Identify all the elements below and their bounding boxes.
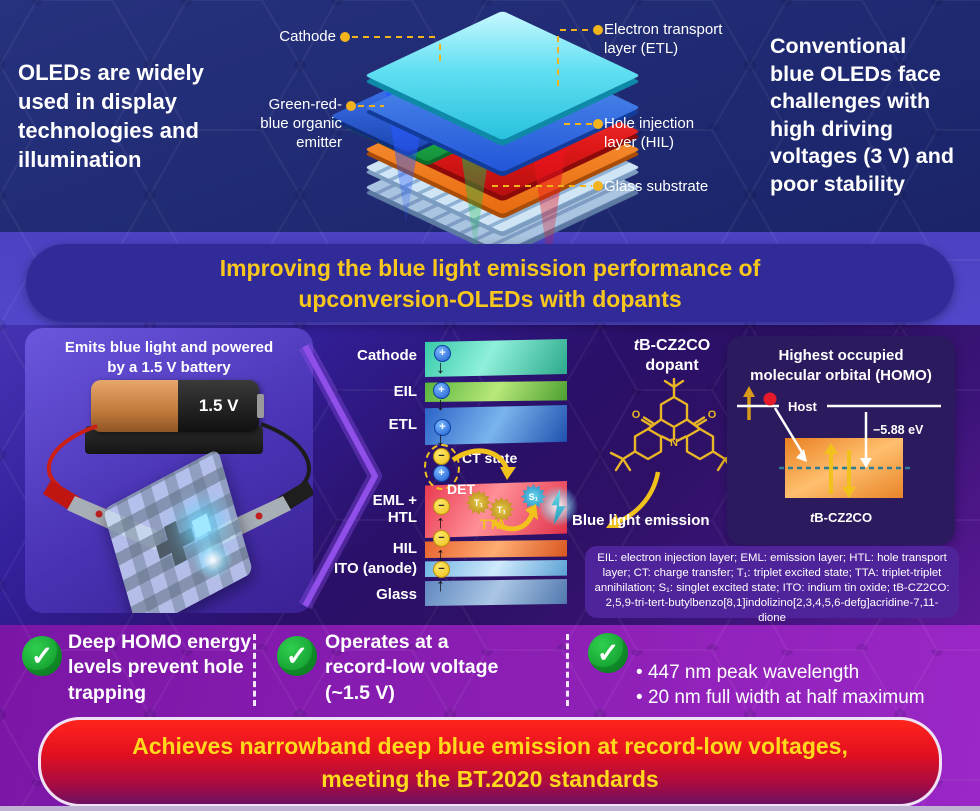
up-arrow-icon: ↑	[436, 544, 445, 564]
label-hil: Hole injection layer (HIL)	[604, 115, 695, 151]
benefit-1: Deep HOMO energy levels prevent hole tra…	[68, 631, 252, 704]
ct-state-ellipse	[424, 444, 460, 490]
stack-label-hil: HIL	[392, 540, 417, 557]
up-arrow-icon: ↑	[436, 575, 445, 595]
headline-right: Conventional blue OLEDs face challenges …	[770, 34, 954, 196]
homo-panel: Highest occupied molecular orbital (HOMO…	[727, 336, 955, 545]
title-banner: Improving the blue light emission perfor…	[26, 244, 954, 322]
top-connector-lines	[340, 25, 603, 191]
chevron-arrow	[298, 342, 382, 610]
headline-left: OLEDs are widely used in display technol…	[18, 60, 204, 173]
homo-molecule-label: tB-CZ2CO	[809, 510, 873, 525]
dopant-title: tB-CZ2CO dopant	[598, 336, 746, 376]
red-wire	[46, 424, 98, 488]
electron-plus-icon: +	[433, 465, 450, 482]
black-wire	[260, 422, 311, 488]
benefit-3-bullet-2: 20 nm full width at half maximum	[636, 687, 966, 709]
down-arrow-icon: ↓	[436, 357, 445, 377]
battery-copper-half	[91, 380, 179, 432]
benefit-3-bullet-1: 447 nm peak wavelength	[636, 662, 966, 684]
stack-label-cathode: Cathode	[357, 347, 417, 364]
det-label: DET	[447, 481, 475, 497]
svg-text:O: O	[632, 409, 641, 421]
label-cathode: Cathode	[279, 28, 336, 45]
battery-black-half: 1.5 V	[178, 380, 259, 432]
exciton-arrows	[451, 448, 538, 532]
label-glass-substrate: Glass substrate	[604, 178, 709, 195]
emission-arrow	[606, 471, 661, 528]
host-label: Host	[788, 399, 818, 414]
down-arrow-icon: ↓	[436, 394, 445, 414]
battery-voltage-label: 1.5 V	[198, 396, 239, 415]
dopant-word: dopant	[645, 357, 699, 374]
battery: 1.5 V	[91, 380, 259, 432]
bottom-edge-strip	[0, 806, 980, 811]
hole-dot	[763, 392, 777, 406]
check-icon	[277, 636, 317, 676]
hole-minus-icon: −	[433, 498, 450, 515]
stack-label-glass: Glass	[376, 586, 417, 603]
footer-banner: Achieves narrowband deep blue emission a…	[38, 717, 942, 807]
label-etl: Electron transport layer (ETL)	[604, 21, 723, 57]
benefit-2: Operates at a record-low voltage (~1.5 V…	[325, 631, 499, 704]
layer-glass	[425, 579, 567, 606]
abbreviations-text: EIL: electron injection layer; EML: emis…	[594, 552, 950, 625]
homo-diagram: Host −5.88 eV	[737, 386, 941, 498]
layer-ito	[425, 560, 567, 577]
label-emitter: Green-red- blue organic emitter	[260, 96, 342, 151]
up-arrow-icon: ↑	[436, 512, 445, 532]
light-flare	[193, 540, 233, 580]
stack-label-etl: ETL	[388, 416, 417, 433]
hole-minus-icon: −	[433, 448, 450, 465]
check-icon	[22, 636, 62, 676]
battery-cap	[257, 394, 264, 418]
svg-text:O: O	[708, 409, 717, 421]
title-banner-text: Improving the blue light emission perfor…	[219, 255, 761, 313]
homo-energy-label: −5.88 eV	[873, 423, 924, 437]
hole-minus-icon: −	[433, 530, 450, 547]
stack-label-eml-htl: EML + HTL	[372, 492, 417, 527]
divider-dashed	[566, 634, 569, 706]
check-icon	[588, 633, 628, 673]
device-panel: Emits blue light and powered by a 1.5 V …	[25, 328, 313, 613]
layer-hil	[425, 540, 567, 558]
layer-eil	[425, 381, 567, 402]
stack-label-ito: ITO (anode)	[333, 560, 417, 577]
divider-dashed	[253, 634, 256, 706]
electron-plus-icon: +	[433, 382, 450, 399]
down-arrow-icon: ↓	[436, 429, 445, 449]
stack-label-eil: EIL	[393, 383, 417, 400]
dopant-name-italic-t: t	[633, 337, 640, 354]
footer-banner-text: Achieves narrowband deep blue emission a…	[132, 733, 848, 793]
svg-text:N: N	[670, 437, 678, 449]
dopant-name: B-CZ2CO	[639, 337, 711, 354]
abbreviations-box: EIL: electron injection layer; EML: emis…	[585, 546, 959, 624]
electron-plus-icon: +	[434, 419, 451, 436]
device-caption: Emits blue light and powered by a 1.5 V …	[64, 339, 274, 376]
homo-title: Highest occupied molecular orbital (HOMO…	[750, 347, 932, 384]
blue-light-emission-label: Blue light emission	[572, 512, 710, 529]
electron-plus-icon: +	[434, 345, 451, 362]
hole-minus-icon: −	[433, 561, 450, 578]
